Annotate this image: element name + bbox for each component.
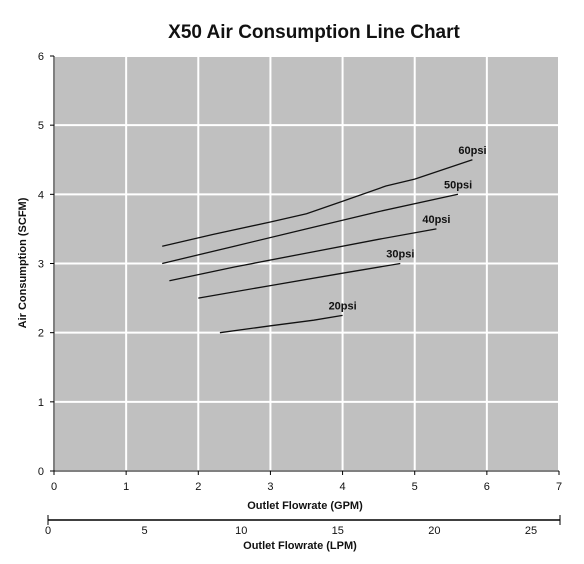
x-tick-label: 7 [556,481,562,493]
secondary-tick-label: 25 [525,525,537,537]
secondary-tick-label: 5 [142,525,148,537]
y-tick-label: 4 [38,189,44,201]
series-label-60psi: 60psi [458,145,486,157]
x-axis-label: Outlet Flowrate (GPM) [247,500,363,512]
x-tick-label: 6 [484,481,490,493]
y-tick-label: 5 [38,120,44,132]
secondary-tick-label: 15 [332,525,344,537]
series-label-20psi: 20psi [329,300,357,312]
x-tick-label: 2 [195,481,201,493]
x-tick-label: 1 [123,481,129,493]
y-tick-labels: 0 1 2 3 4 5 6 [38,51,54,478]
y-tick-label: 0 [38,466,44,478]
x-tick-label: 5 [412,481,418,493]
series-label-40psi: 40psi [422,214,450,226]
series-line-40psi [169,228,437,282]
secondary-x-axis: 0 5 10 15 20 25 [45,515,561,537]
y-axis-label: Air Consumption (SCFM) [17,197,29,328]
series-label-30psi: 30psi [386,249,414,261]
y-tick-label: 2 [38,328,44,340]
x-tick-label: 3 [267,481,273,493]
x-tick-labels: 0 1 2 3 4 5 6 7 [51,471,562,493]
secondary-tick-label: 0 [45,525,51,537]
series-label-50psi: 50psi [444,179,472,191]
y-tick-label: 6 [38,51,44,63]
y-tick-label: 3 [38,259,44,271]
series-line-20psi [219,314,343,334]
y-tick-label: 1 [38,397,44,409]
secondary-tick-label: 20 [428,525,440,537]
series-line-50psi [162,193,459,265]
x-tick-label: 4 [340,481,346,493]
chart-title: X50 Air Consumption Line Chart [168,22,460,43]
secondary-x-axis-label: Outlet Flowrate (LPM) [243,540,357,552]
series-lines: 20psi 30psi 40psi 50psi 60psi [162,145,487,334]
series-line-30psi [198,262,401,299]
x-tick-label: 0 [51,481,57,493]
secondary-tick-label: 10 [235,525,247,537]
series-line-60psi [162,159,473,247]
